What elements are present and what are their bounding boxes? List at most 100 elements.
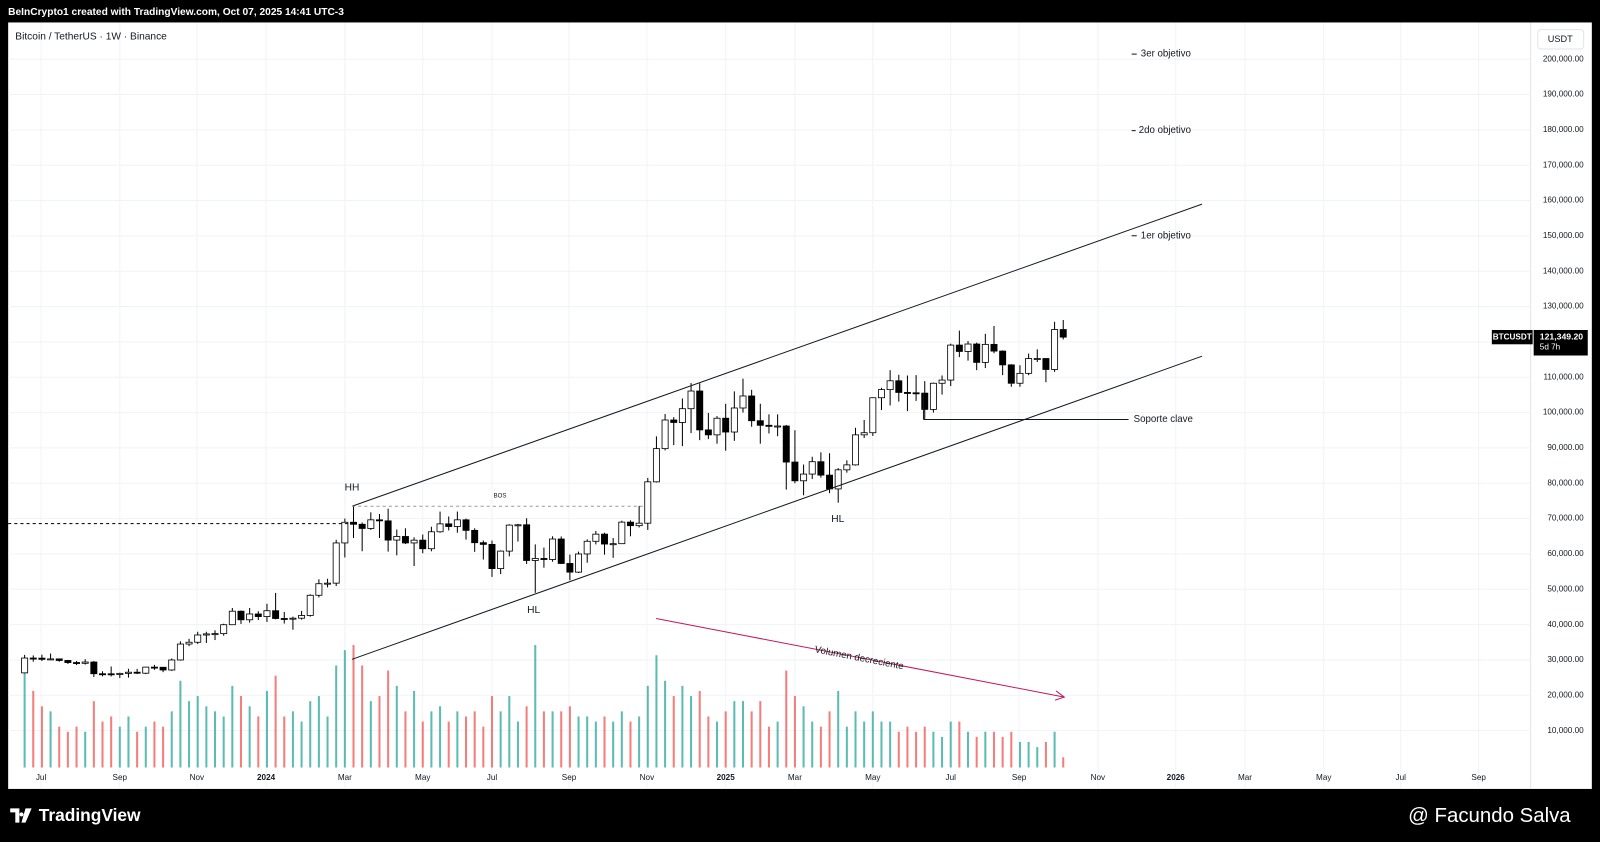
candle-body — [869, 397, 877, 434]
candle-body — [73, 662, 81, 664]
volume-bar — [932, 731, 935, 768]
x-tick-label: Sep — [113, 773, 128, 782]
y-tick-label: 60,000.00 — [1547, 549, 1584, 558]
volume-bar — [447, 721, 450, 768]
candle-body — [419, 539, 427, 550]
candle-body — [678, 408, 686, 423]
x-tick-label: Sep — [1471, 773, 1486, 782]
tv-logo: TradingView — [39, 805, 141, 825]
chart-title: Bitcoin / TetherUS · 1W · Binance — [15, 31, 167, 42]
volume-bar — [369, 701, 372, 768]
volume-bar — [767, 726, 770, 768]
currency-box[interactable] — [1537, 29, 1585, 50]
volume-bar — [690, 696, 693, 768]
volume-bar — [430, 711, 433, 768]
candle-body — [436, 523, 444, 533]
candle-body — [514, 524, 522, 527]
candle-body — [99, 673, 106, 676]
volume-bar — [525, 706, 528, 768]
volume-arrow — [656, 617, 1065, 698]
candle-body — [990, 343, 998, 352]
candle-body — [955, 344, 963, 352]
candle-body — [730, 407, 738, 433]
volume-bar — [672, 696, 675, 768]
volume-bar — [291, 711, 294, 768]
candle-body — [427, 531, 435, 550]
y-tick-label: 70,000.00 — [1547, 514, 1584, 523]
volume-bar — [785, 670, 788, 768]
volume-bar — [542, 711, 545, 768]
volume-bar — [958, 721, 961, 768]
candle-body — [782, 425, 790, 463]
volume-bar — [66, 731, 69, 768]
volume-bar — [265, 690, 268, 768]
volume-bar — [577, 716, 580, 768]
candle-body — [324, 582, 332, 585]
candle-body — [1051, 329, 1059, 370]
volume-bar — [283, 716, 286, 768]
candle-body — [263, 610, 271, 617]
candle-body — [843, 464, 851, 471]
y-tick-label: 150,000.00 — [1543, 231, 1584, 240]
candle-body — [479, 542, 487, 545]
candle-body — [921, 392, 929, 410]
volume-bar — [594, 721, 597, 768]
y-tick-label: 110,000.00 — [1543, 372, 1584, 381]
volume-bar — [1018, 741, 1021, 768]
volume-bar — [629, 721, 632, 768]
candle-body — [652, 448, 660, 483]
volume-bar — [716, 721, 719, 768]
candle-body — [29, 657, 37, 660]
volume-bar — [776, 721, 779, 768]
volume-bar — [1001, 736, 1004, 768]
candle-body — [627, 521, 634, 527]
volume-bar — [915, 731, 918, 768]
candle-body — [929, 382, 937, 410]
candle-body — [739, 395, 747, 409]
credit: BeInCrypto1 created with TradingView.com… — [8, 7, 344, 18]
candle-body — [133, 671, 141, 674]
volume-bar — [456, 711, 459, 768]
candle-body — [376, 519, 383, 522]
y-tick-label: 130,000.00 — [1543, 302, 1584, 311]
x-tick-label: 2024 — [257, 773, 276, 782]
channel-lower — [351, 355, 1203, 660]
volume-bar — [387, 670, 390, 768]
candle-body — [756, 420, 764, 426]
volume-bar — [92, 701, 95, 768]
volume-bar — [490, 696, 494, 768]
y-tick-label: 180,000.00 — [1543, 125, 1584, 134]
volume-bar — [707, 716, 710, 768]
tv-logo-icon — [10, 808, 32, 823]
candle-body — [150, 666, 158, 669]
volume-bar — [188, 701, 191, 768]
candle-body — [1007, 364, 1015, 384]
volume-bar — [118, 726, 121, 768]
volume-bar — [750, 711, 753, 768]
x-tick-label: Jul — [945, 773, 956, 782]
candle-body — [176, 643, 184, 661]
x-tick-label: 2025 — [717, 773, 736, 782]
candle-body — [202, 633, 210, 636]
volume-bar — [1036, 747, 1039, 768]
volume-bar — [741, 701, 745, 768]
volume-bar — [949, 721, 952, 768]
annotation: 3er objetivo — [1141, 49, 1191, 60]
candle-body — [246, 613, 254, 621]
volume-bar — [568, 706, 571, 768]
currency[interactable]: USDT — [1548, 34, 1573, 44]
candle-body — [107, 673, 115, 676]
x-tick-label: Mar — [338, 773, 352, 782]
candle-body — [696, 390, 704, 431]
candle-body — [964, 343, 972, 352]
candle-body — [618, 521, 626, 545]
volume-bar — [421, 721, 424, 768]
volume-bar — [586, 716, 589, 768]
candle-body — [765, 424, 773, 427]
candle-body — [800, 473, 808, 482]
candle-body — [228, 610, 236, 626]
candle-body — [384, 520, 392, 541]
candle-body — [393, 536, 401, 541]
volume-bar — [724, 711, 727, 768]
